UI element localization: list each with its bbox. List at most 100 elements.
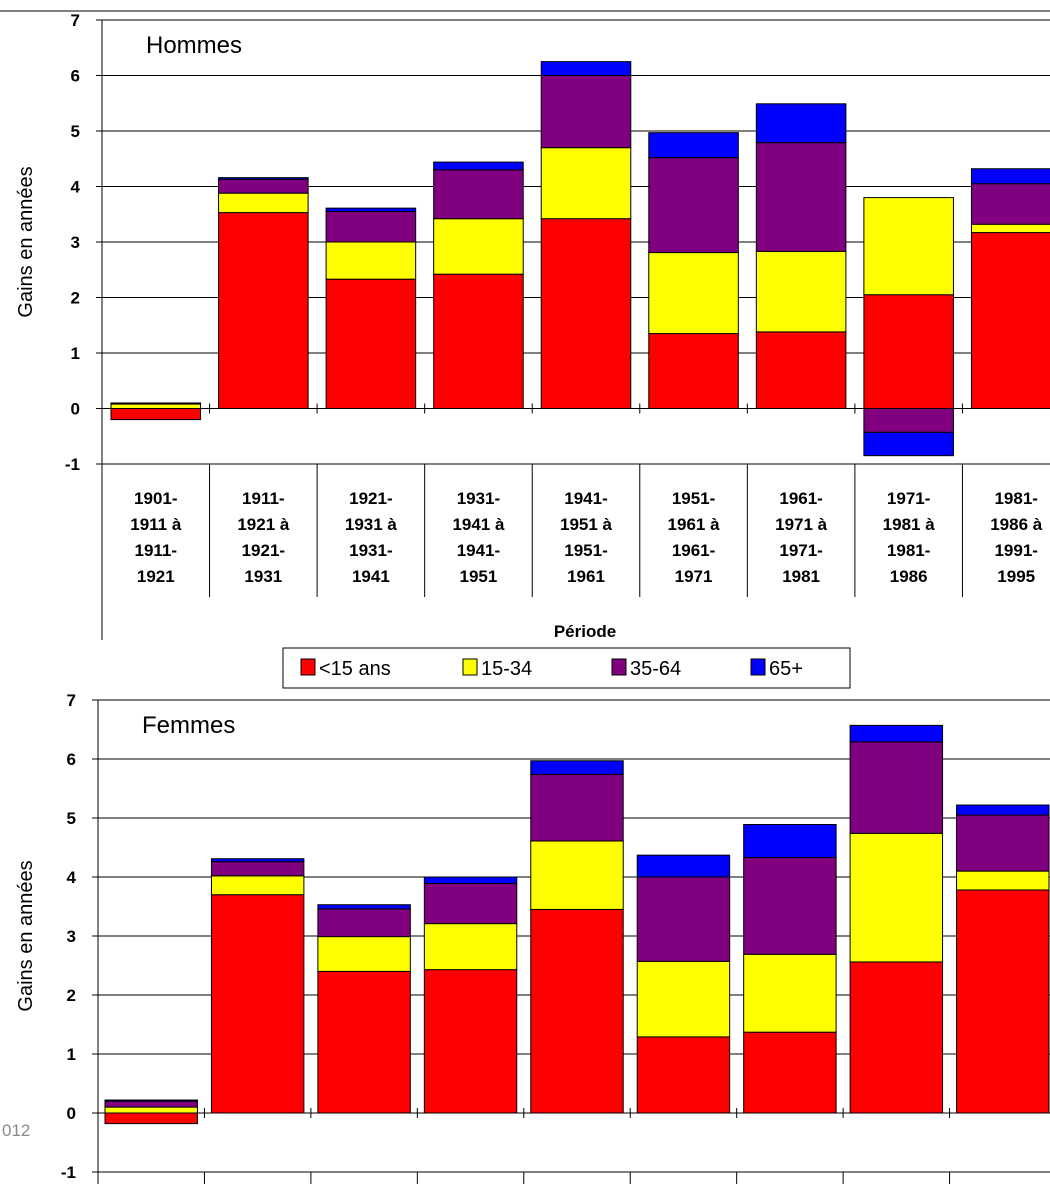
femmes-bar-5-seg-3 — [530, 773, 624, 842]
hommes-bar-2-seg-3 — [218, 178, 309, 194]
hommes-category-label: 1901- — [134, 489, 177, 508]
hommes-category-label: 1981- — [994, 489, 1037, 508]
hommes-category-label: 1951 à — [560, 515, 613, 534]
femmes-bar-9-seg-3 — [956, 814, 1050, 872]
hommes-category-label: 1951- — [672, 489, 715, 508]
femmes-bar-6-seg-1 — [636, 1036, 731, 1114]
femmes-bar-1-seg-1 — [104, 1112, 198, 1125]
hommes-category-label: 1911 à — [130, 515, 182, 534]
hommes-category-label: 1971 à — [775, 515, 828, 534]
hommes-y-tick-label: 1 — [71, 344, 80, 363]
hommes-category-label: 1981- — [887, 541, 930, 560]
femmes-y-tick-label: 3 — [67, 927, 76, 946]
femmes-bar-4-seg-3 — [423, 882, 518, 925]
hommes-bar-6-seg-2 — [648, 252, 739, 335]
hommes-bar-1-seg-3 — [110, 402, 202, 405]
legend-swatch-1 — [300, 658, 316, 676]
hommes-bar-8-seg-2 — [863, 197, 954, 296]
femmes-bar-7-seg-2 — [743, 953, 837, 1033]
hommes-category-label: 1941 — [352, 567, 390, 586]
hommes-category-label: 1921 — [137, 567, 175, 586]
femmes-y-axis-title: Gains en années — [15, 860, 37, 1011]
femmes-y-tick-label: -1 — [61, 1163, 76, 1182]
hommes-category-label: 1931- — [457, 489, 500, 508]
hommes-panel-label: Hommes — [146, 32, 242, 59]
hommes-category-label: 1995 — [997, 567, 1035, 586]
femmes-bar-6-seg-3 — [636, 876, 731, 962]
femmes-panel-label: Femmes — [142, 712, 235, 739]
femmes-bar-7-seg-4 — [743, 823, 837, 859]
femmes-bar-3-seg-2 — [317, 936, 411, 972]
hommes-category-label: 1941- — [564, 489, 607, 508]
hommes-bar-3-seg-4 — [325, 207, 417, 212]
hommes-category-label: 1981 — [782, 567, 820, 586]
hommes-bar-9-seg-3 — [970, 183, 1050, 225]
hommes-category-label: 1971 — [675, 567, 713, 586]
femmes-y-tick-label: 1 — [67, 1045, 76, 1064]
hommes-category-label: 1961 — [567, 567, 605, 586]
femmes-bar-2-seg-4 — [210, 858, 305, 863]
hommes-bar-4-seg-3 — [433, 169, 524, 220]
hommes-category-label: 1951 — [460, 567, 498, 586]
legend: <15 ans 15-34 35-64 65+ — [282, 647, 851, 689]
hommes-bar-4-seg-2 — [433, 218, 524, 275]
legend-label-1: <15 ans — [319, 658, 391, 680]
hommes-category-label: 1931- — [349, 541, 392, 560]
femmes-bar-1-seg-3 — [104, 1100, 198, 1108]
femmes-bar-9-seg-2 — [956, 870, 1050, 891]
hommes-bar-3-seg-1 — [325, 278, 417, 409]
femmes-bar-8-seg-1 — [849, 961, 944, 1114]
hommes-bar-8-seg-3 — [863, 408, 954, 433]
hommes-x-axis-title: Période — [554, 622, 616, 641]
hommes-category-label: 1941 à — [452, 515, 505, 534]
hommes-category-label: 1961- — [672, 541, 715, 560]
hommes-category-label: 1971- — [779, 541, 822, 560]
hommes-y-tick-label: 2 — [71, 289, 80, 308]
femmes-bar-4-seg-1 — [423, 969, 518, 1114]
femmes-y-tick-label: 0 — [67, 1104, 76, 1123]
hommes-bar-7-seg-4 — [755, 103, 847, 144]
legend-label-4: 65+ — [769, 658, 803, 680]
hommes-bar-7-seg-3 — [755, 142, 847, 252]
hommes-category-label: 1911- — [135, 541, 178, 560]
femmes-bar-6-seg-4 — [636, 854, 731, 878]
hommes-y-tick-label: 6 — [71, 67, 80, 86]
hommes-y-tick-label: 0 — [71, 400, 80, 419]
hommes-category-label: 1931 — [244, 567, 282, 586]
hommes-bar-1-seg-2 — [110, 403, 202, 409]
hommes-category-label: 1961 à — [668, 515, 721, 534]
hommes-bar-3-seg-2 — [325, 241, 417, 280]
hommes-category-label: 1981 à — [883, 515, 936, 534]
hommes-category-label: 1951- — [564, 541, 607, 560]
femmes-bar-3-seg-4 — [317, 904, 411, 910]
hommes-category-label: 1921- — [242, 541, 285, 560]
legend-swatch-4 — [750, 658, 766, 676]
femmes-bar-7-seg-3 — [743, 857, 837, 955]
hommes-bar-6-seg-3 — [648, 157, 739, 254]
hommes-category-label: 1911- — [242, 489, 285, 508]
femmes-bar-7-seg-1 — [743, 1031, 837, 1114]
hommes-bar-6-seg-1 — [648, 333, 739, 410]
femmes-bar-2-seg-1 — [210, 894, 305, 1114]
femmes-bar-4-seg-2 — [423, 923, 518, 971]
femmes-y-tick-label: 6 — [67, 750, 76, 769]
femmes-bar-8-seg-3 — [849, 741, 944, 834]
legend-label-2: 15-34 — [481, 658, 532, 680]
hommes-y-tick-label: 5 — [71, 122, 80, 141]
hommes-bar-5-seg-2 — [540, 147, 632, 220]
femmes-bar-8-seg-2 — [849, 832, 944, 963]
hommes-bar-1-seg-1 — [110, 408, 202, 421]
footer-fragment: 012 — [2, 1121, 30, 1140]
hommes-y-tick-label: 3 — [71, 233, 80, 252]
femmes-bar-4-seg-4 — [423, 876, 518, 884]
hommes-category-label: 1921- — [349, 489, 392, 508]
hommes-category-label: 1941- — [457, 541, 500, 560]
hommes-bar-5-seg-3 — [540, 75, 632, 149]
hommes-bar-4-seg-4 — [433, 161, 524, 171]
hommes-bar-9-seg-2 — [970, 223, 1050, 234]
femmes-bar-6-seg-2 — [636, 960, 731, 1038]
hommes-bar-2-seg-2 — [218, 192, 309, 214]
femmes-y-tick-label: 2 — [67, 986, 76, 1005]
femmes-bar-5-seg-1 — [530, 908, 624, 1114]
